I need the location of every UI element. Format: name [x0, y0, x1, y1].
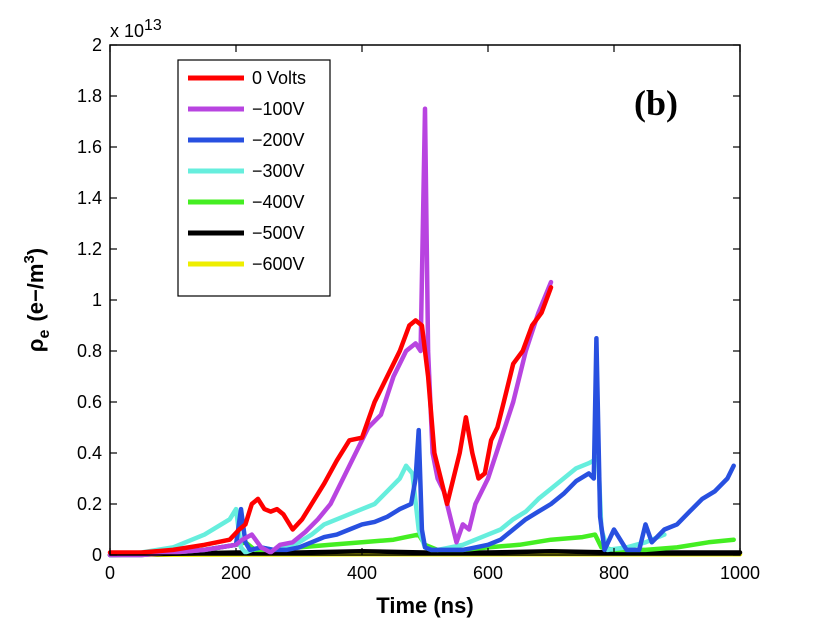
- y-tick-label: 1: [92, 290, 102, 310]
- y-tick-label: 0: [92, 545, 102, 565]
- y-tick-label: 2: [92, 35, 102, 55]
- x-tick-label: 1000: [720, 563, 760, 583]
- legend-label: −600V: [252, 254, 305, 274]
- x-tick-label: 600: [473, 563, 503, 583]
- series-layer: [107, 106, 743, 558]
- y-tick-label: 1.4: [77, 188, 102, 208]
- x-tick-label: 0: [105, 563, 115, 583]
- legend-label: −500V: [252, 223, 305, 243]
- series-line-0: [107, 285, 554, 555]
- legend-box: [177, 59, 331, 297]
- legend-label: −400V: [252, 192, 305, 212]
- y-tick-label: 1.8: [77, 86, 102, 106]
- legend: 0 Volts −100V −200V −300V −400V −500V −600V: [177, 59, 331, 297]
- y-tick-label: 0.4: [77, 443, 102, 463]
- x-axis-label: Time (ns): [376, 593, 473, 618]
- legend-label: −100V: [252, 99, 305, 119]
- y-tick-label: 0.2: [77, 494, 102, 514]
- legend-label: −300V: [252, 161, 305, 181]
- series-line-1: [107, 106, 554, 558]
- x-tick-label: 400: [347, 563, 377, 583]
- y-tick-label: 1.6: [77, 137, 102, 157]
- ticks-layer: 0 200 400 600 800 1000 0 0.2 0.4 0.6 0.8 1 1.2 1.4 1.6…: [77, 35, 760, 583]
- y-tick-label: 1.2: [77, 239, 102, 259]
- panel-label: (b): [634, 83, 678, 123]
- legend-label: −200V: [252, 130, 305, 150]
- series-line-5: [107, 548, 743, 558]
- x-tick-label: 800: [599, 563, 629, 583]
- y-axis-label: ρe(e−/m3): [21, 248, 53, 352]
- y-tick-label: 0.6: [77, 392, 102, 412]
- x-tick-label: 200: [221, 563, 251, 583]
- y-tick-label: 0.8: [77, 341, 102, 361]
- series-line-3: [107, 455, 667, 558]
- y-multiplier: x 1013: [110, 17, 162, 41]
- legend-label: 0 Volts: [252, 68, 306, 88]
